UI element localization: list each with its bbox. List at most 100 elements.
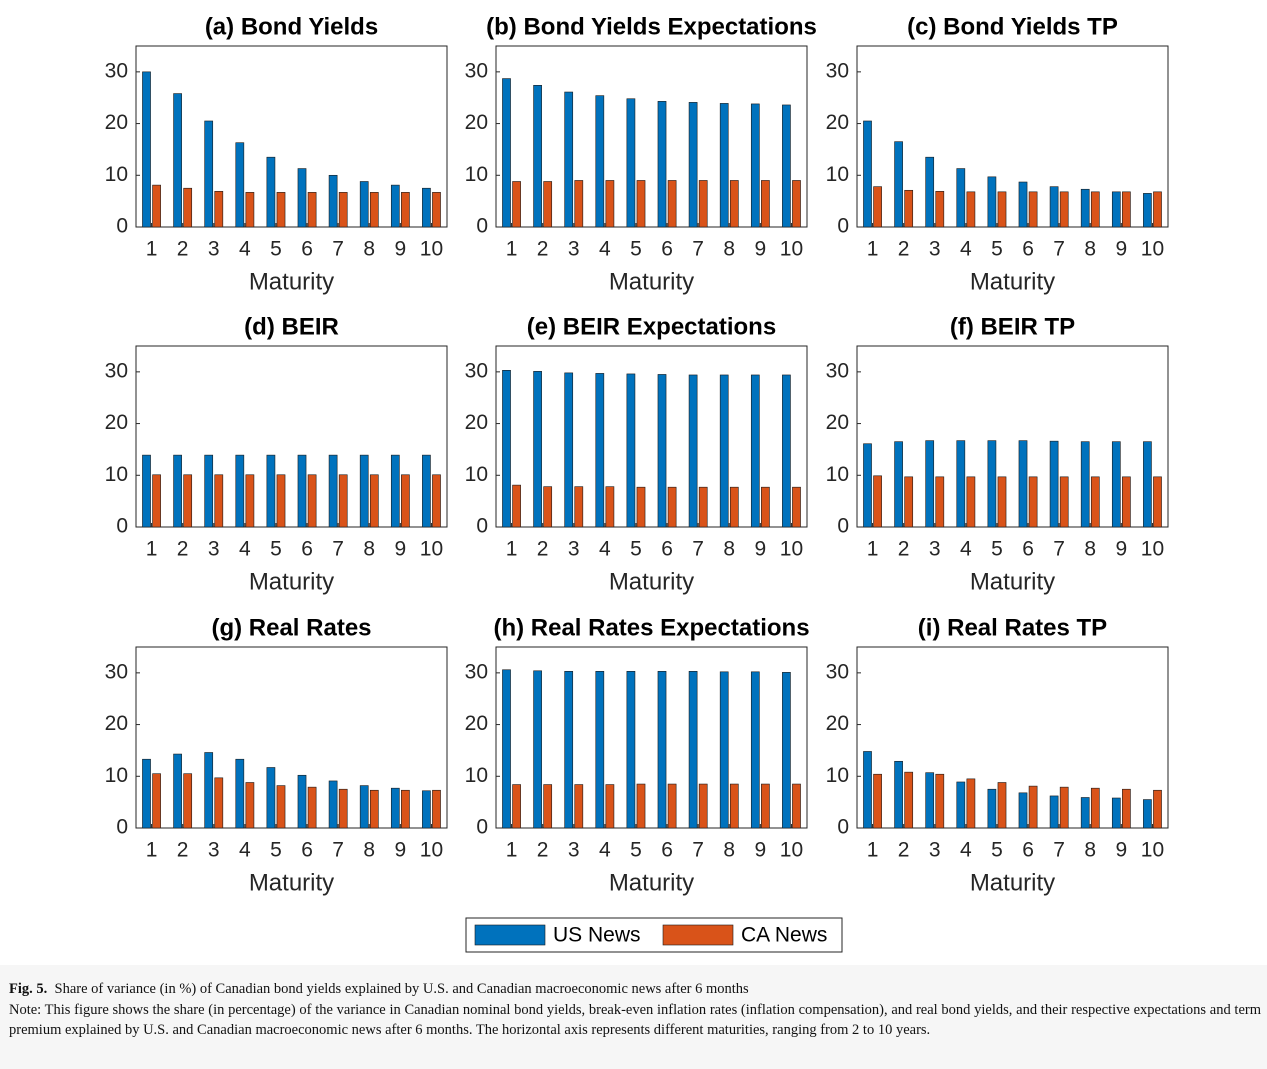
bar: [338, 788, 348, 829]
plot-area: [856, 345, 1169, 528]
bar: [369, 474, 379, 528]
x-tick-label: 10: [420, 839, 443, 862]
x-tick-label: 6: [1022, 538, 1034, 561]
x-axis-label: Maturity: [249, 268, 334, 295]
x-tick-label: 6: [661, 839, 673, 862]
bar: [183, 773, 193, 829]
bar: [432, 192, 441, 228]
x-tick-label: 1: [867, 839, 879, 862]
x-tick-label: 4: [599, 538, 611, 561]
x-tick-label: 6: [661, 238, 673, 261]
x-tick-label: 2: [898, 238, 910, 261]
bar: [987, 440, 997, 528]
x-tick-label: 3: [568, 538, 580, 561]
x-axis-label: Maturity: [609, 268, 694, 295]
x-axis-label: Maturity: [249, 869, 334, 896]
bar: [605, 486, 615, 528]
x-tick-label: 9: [755, 839, 767, 862]
y-tick-label: 30: [105, 359, 128, 382]
bar: [1090, 476, 1100, 528]
x-tick-label: 6: [661, 538, 673, 561]
bar: [925, 156, 935, 228]
y-tick-label: 0: [837, 816, 849, 839]
bar: [359, 785, 369, 829]
y-tick-label: 10: [105, 764, 128, 787]
x-tick-label: 10: [780, 839, 803, 862]
x-axis-label: Maturity: [970, 568, 1055, 595]
bar: [657, 101, 667, 228]
bar: [152, 474, 161, 528]
bar: [1059, 476, 1069, 528]
x-axis-label: Maturity: [609, 568, 694, 595]
bar: [204, 454, 214, 528]
x-tick-label: 5: [630, 238, 642, 261]
y-tick-label: 30: [465, 59, 488, 82]
y-tick-label: 0: [116, 215, 128, 238]
bar: [792, 783, 801, 829]
bar: [719, 103, 729, 228]
bar: [543, 181, 553, 228]
x-tick-label: 4: [239, 538, 251, 561]
bar: [894, 441, 903, 528]
x-tick-label: 3: [208, 839, 220, 862]
bar: [792, 180, 801, 228]
y-tick-label: 10: [465, 764, 488, 787]
y-tick-label: 30: [826, 359, 849, 382]
bar: [307, 192, 317, 228]
bar: [574, 486, 584, 528]
x-axis-label: Maturity: [970, 268, 1055, 295]
y-tick-label: 0: [116, 515, 128, 538]
bar: [173, 454, 182, 528]
x-tick-label: 2: [898, 538, 910, 561]
y-tick-label: 20: [465, 411, 488, 434]
x-tick-label: 7: [692, 839, 704, 862]
bar: [1049, 440, 1059, 528]
bar: [574, 784, 584, 829]
bar: [792, 486, 801, 528]
bar: [688, 102, 698, 228]
x-tick-label: 3: [929, 538, 941, 561]
y-tick-label: 10: [465, 463, 488, 486]
x-tick-label: 9: [755, 238, 767, 261]
bar: [782, 672, 791, 829]
y-tick-label: 20: [105, 411, 128, 434]
x-axis-label: Maturity: [970, 869, 1055, 896]
y-tick-label: 30: [465, 660, 488, 683]
bar: [564, 91, 574, 228]
x-tick-label: 4: [239, 839, 251, 862]
bar: [1028, 476, 1038, 528]
bar: [173, 753, 182, 829]
x-tick-label: 7: [692, 538, 704, 561]
bar: [533, 670, 542, 829]
bar: [369, 789, 379, 829]
bar: [1090, 191, 1100, 228]
bar: [1143, 441, 1152, 528]
bar: [1122, 788, 1131, 829]
x-tick-label: 9: [1116, 538, 1128, 561]
bar: [873, 475, 882, 528]
bar: [235, 454, 245, 528]
bar: [328, 780, 338, 829]
x-tick-label: 3: [208, 238, 220, 261]
panel-title: (d) BEIR: [244, 313, 339, 340]
x-tick-label: 3: [568, 238, 580, 261]
x-tick-label: 8: [723, 238, 735, 261]
x-tick-label: 8: [1084, 839, 1096, 862]
panel-title: (c) Bond Yields TP: [907, 13, 1118, 40]
bar: [1018, 792, 1028, 829]
x-tick-label: 2: [537, 238, 549, 261]
bar: [750, 374, 760, 528]
plot-area: [495, 45, 808, 228]
x-tick-label: 4: [239, 238, 251, 261]
bar: [1049, 795, 1059, 829]
bar: [935, 476, 945, 528]
plot-area: [856, 45, 1169, 228]
y-tick-label: 10: [105, 463, 128, 486]
y-tick-label: 20: [826, 712, 849, 735]
x-tick-label: 9: [1116, 839, 1128, 862]
x-axis-label: Maturity: [609, 869, 694, 896]
x-tick-label: 3: [208, 538, 220, 561]
bar: [183, 474, 193, 528]
bar: [956, 440, 966, 528]
